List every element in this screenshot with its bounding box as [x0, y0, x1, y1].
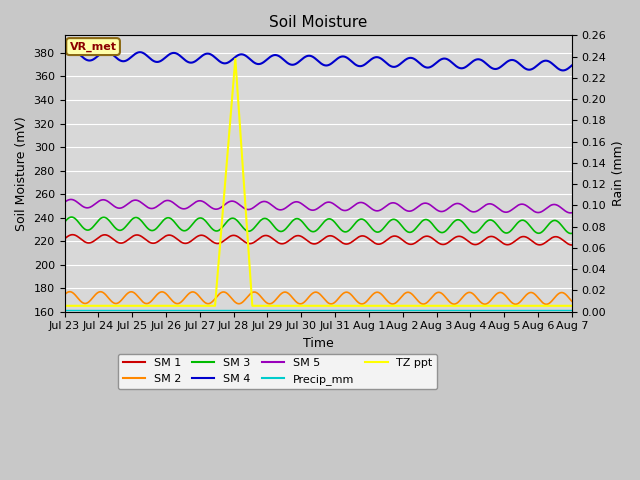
Title: Soil Moisture: Soil Moisture: [269, 15, 367, 30]
Text: VR_met: VR_met: [70, 41, 116, 52]
Y-axis label: Soil Moisture (mV): Soil Moisture (mV): [15, 116, 28, 231]
X-axis label: Time: Time: [303, 337, 333, 350]
Y-axis label: Rain (mm): Rain (mm): [612, 141, 625, 206]
Legend: SM 1, SM 2, SM 3, SM 4, SM 5, Precip_mm, TZ ppt: SM 1, SM 2, SM 3, SM 4, SM 5, Precip_mm,…: [118, 354, 437, 389]
